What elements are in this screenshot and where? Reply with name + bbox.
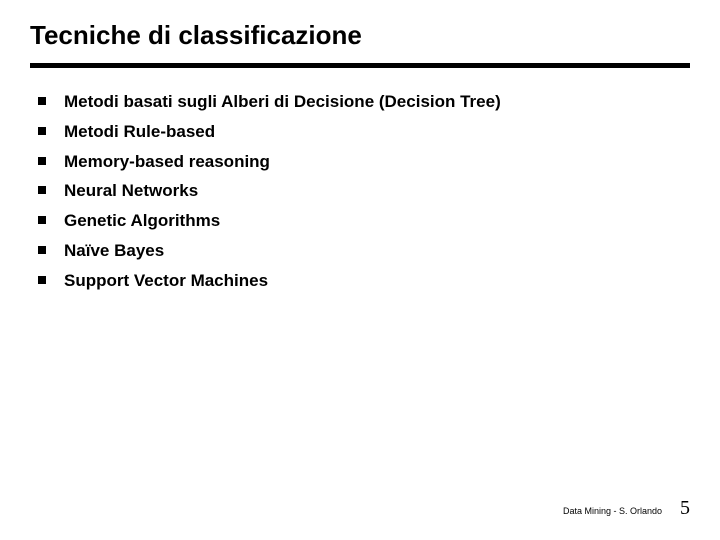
square-bullet-icon — [38, 186, 46, 194]
square-bullet-icon — [38, 276, 46, 284]
page-number: 5 — [680, 497, 690, 520]
bullet-text: Metodi Rule-based — [64, 120, 215, 144]
bullet-text: Metodi basati sugli Alberi di Decisione … — [64, 90, 501, 114]
list-item: Neural Networks — [38, 179, 690, 203]
square-bullet-icon — [38, 97, 46, 105]
bullet-text: Neural Networks — [64, 179, 198, 203]
square-bullet-icon — [38, 216, 46, 224]
list-item: Memory-based reasoning — [38, 150, 690, 174]
bullet-text: Memory-based reasoning — [64, 150, 270, 174]
title-underline — [30, 63, 690, 68]
slide-title: Tecniche di classificazione — [30, 20, 690, 51]
square-bullet-icon — [38, 127, 46, 135]
bullet-list: Metodi basati sugli Alberi di Decisione … — [30, 90, 690, 293]
slide-container: Tecniche di classificazione Metodi basat… — [0, 0, 720, 540]
bullet-text: Genetic Algorithms — [64, 209, 220, 233]
list-item: Metodi Rule-based — [38, 120, 690, 144]
footer: Data Mining - S. Orlando 5 — [563, 497, 690, 520]
list-item: Naïve Bayes — [38, 239, 690, 263]
square-bullet-icon — [38, 246, 46, 254]
bullet-text: Naïve Bayes — [64, 239, 164, 263]
bullet-text: Support Vector Machines — [64, 269, 268, 293]
list-item: Genetic Algorithms — [38, 209, 690, 233]
list-item: Support Vector Machines — [38, 269, 690, 293]
square-bullet-icon — [38, 157, 46, 165]
list-item: Metodi basati sugli Alberi di Decisione … — [38, 90, 690, 114]
footer-credit: Data Mining - S. Orlando — [563, 506, 662, 516]
